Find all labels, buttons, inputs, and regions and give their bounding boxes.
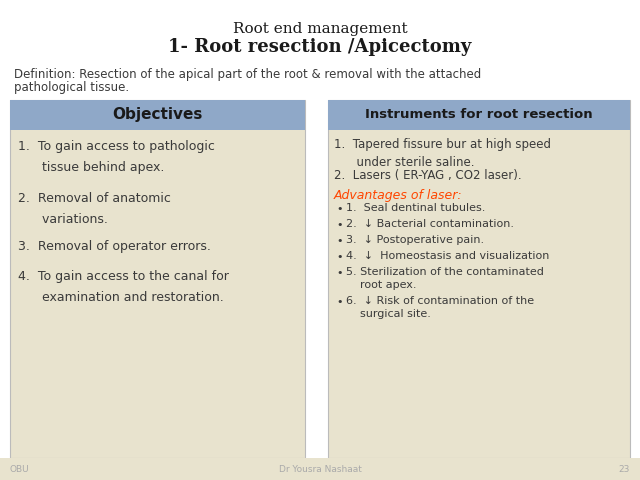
Text: 2.  ↓ Bacterial contamination.: 2. ↓ Bacterial contamination. <box>346 219 514 229</box>
Text: 3.  ↓ Postoperative pain.: 3. ↓ Postoperative pain. <box>346 235 484 245</box>
Text: Definition: Resection of the apical part of the root & removal with the attached: Definition: Resection of the apical part… <box>14 68 481 81</box>
Text: 23: 23 <box>619 465 630 473</box>
Text: •: • <box>336 204 342 214</box>
Text: •: • <box>336 252 342 262</box>
Text: Instruments for root resection: Instruments for root resection <box>365 108 593 121</box>
Text: 2.  Removal of anatomic
      variations.: 2. Removal of anatomic variations. <box>18 192 171 226</box>
Text: •: • <box>336 220 342 230</box>
Text: 5. Sterilization of the contaminated
    root apex.: 5. Sterilization of the contaminated roo… <box>346 267 544 290</box>
FancyBboxPatch shape <box>0 458 640 480</box>
Text: Root end management: Root end management <box>233 22 407 36</box>
Text: 4.  To gain access to the canal for
      examination and restoration.: 4. To gain access to the canal for exami… <box>18 270 229 304</box>
Text: Dr Yousra Nashaat: Dr Yousra Nashaat <box>278 465 362 473</box>
Text: OBU: OBU <box>10 465 29 473</box>
FancyBboxPatch shape <box>10 100 305 130</box>
Text: 4.  ↓  Homeostasis and visualization: 4. ↓ Homeostasis and visualization <box>346 251 549 261</box>
Text: •: • <box>336 268 342 278</box>
Text: •: • <box>336 236 342 246</box>
Text: •: • <box>336 297 342 307</box>
Text: 1- Root resection /Apicectomy: 1- Root resection /Apicectomy <box>168 38 472 56</box>
Text: 1.  To gain access to pathologic
      tissue behind apex.: 1. To gain access to pathologic tissue b… <box>18 140 215 174</box>
FancyBboxPatch shape <box>328 100 630 458</box>
Text: pathological tissue.: pathological tissue. <box>14 81 129 94</box>
Text: 3.  Removal of operator errors.: 3. Removal of operator errors. <box>18 240 211 253</box>
Text: 1.  Seal dentinal tubules.: 1. Seal dentinal tubules. <box>346 203 485 213</box>
Text: 1.  Tapered fissure bur at high speed
      under sterile saline.: 1. Tapered fissure bur at high speed und… <box>334 138 551 169</box>
Text: Objectives: Objectives <box>112 108 203 122</box>
FancyBboxPatch shape <box>10 100 305 458</box>
FancyBboxPatch shape <box>328 100 630 130</box>
Text: Advantages of laser:: Advantages of laser: <box>334 189 463 202</box>
Text: 2.  Lasers ( ER-YAG , CO2 laser).: 2. Lasers ( ER-YAG , CO2 laser). <box>334 169 522 182</box>
Text: 6.  ↓ Risk of contamination of the
    surgical site.: 6. ↓ Risk of contamination of the surgic… <box>346 296 534 319</box>
